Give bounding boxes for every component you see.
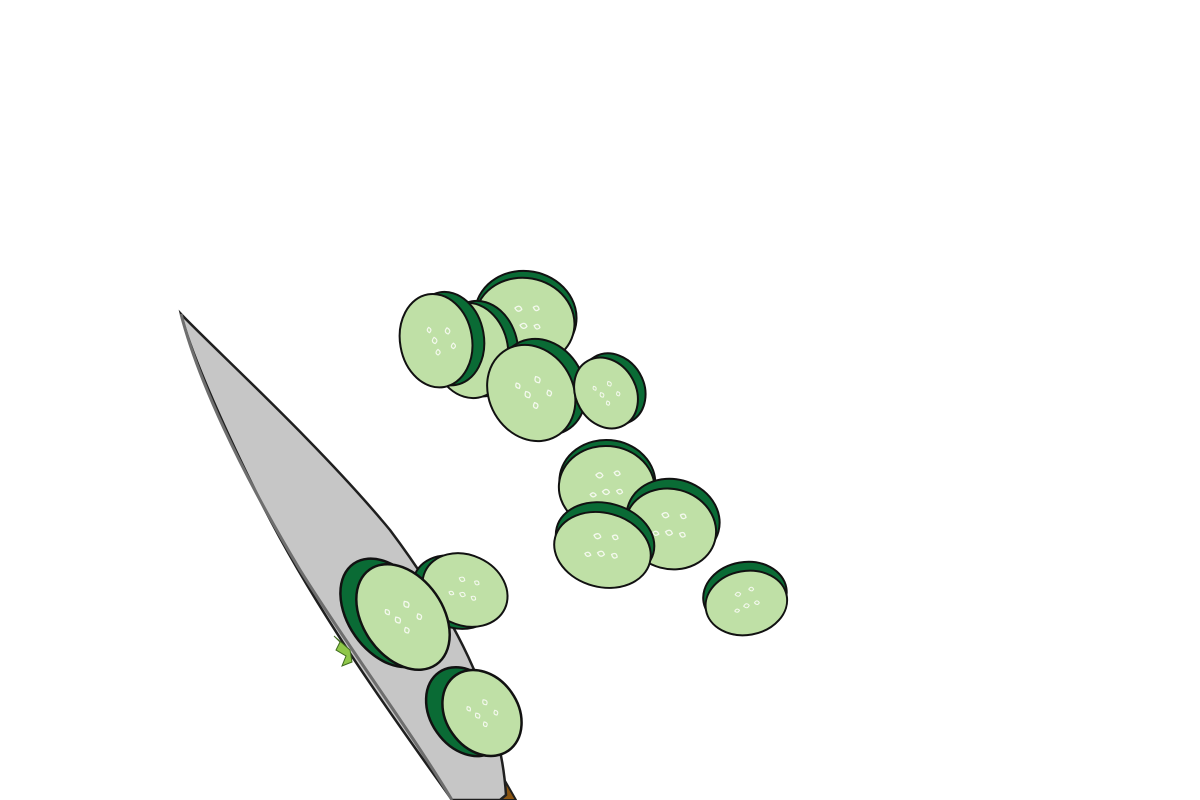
- cucumber-slice: [398, 290, 486, 389]
- cucumber-slice: [702, 560, 789, 637]
- cucumber-slices: [339, 269, 789, 758]
- cucumber-juice: [333, 635, 353, 667]
- cucumber-slice: [424, 666, 523, 758]
- cucumber-slice: [553, 501, 656, 589]
- cucumber-slice: [486, 337, 587, 443]
- knife: [178, 309, 518, 800]
- cucumber-slice: [339, 557, 451, 672]
- knife-edge: [179, 313, 454, 800]
- cucumber-slice: [573, 352, 647, 430]
